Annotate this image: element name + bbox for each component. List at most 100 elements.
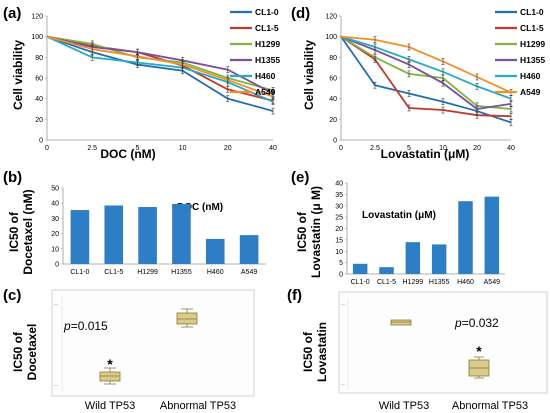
panel-a: (a) Cell viability DOC (nM) 020406080100…	[3, 5, 280, 161]
panel-b: (b) IC50 of Docetaxel (nM) DOC (nM) 0 10 2…	[3, 169, 266, 276]
chart-a: 0 20 40 60 80 100 120 0 2.5 5 10 20 40 CL1-0 CL1-5 H129…	[31, 7, 280, 152]
panel-b-ylabel-line1: IC50 of	[7, 211, 21, 252]
panel-f-p-italic: p	[454, 316, 462, 330]
x-tick-label: H1355	[171, 269, 192, 276]
panel-c-group-wild: Wild TP53	[85, 400, 136, 412]
legend-entry-A549: A549	[520, 87, 541, 97]
x-tick-label: 10	[439, 145, 447, 152]
y-tick-label: 80	[35, 55, 43, 62]
series-line-A549	[340, 35, 512, 94]
bar-CL1-5	[379, 267, 394, 274]
y-tick-label: 20	[51, 231, 59, 238]
x-tick-label: 20	[473, 145, 481, 152]
series-line-A549	[46, 35, 274, 98]
panel-f-group-abnormal: Abnormal TP53	[452, 400, 528, 412]
bar-CL1-5	[104, 205, 124, 264]
panel-e-ylabel-line1: IC50 of	[295, 211, 309, 252]
bar-CL1-0	[352, 263, 368, 274]
series-line-CL1-5	[340, 35, 512, 118]
panel-a-xlabel: DOC (nM)	[100, 147, 155, 161]
y-tick-label: 25	[335, 215, 343, 222]
y-tick-label: 40	[35, 96, 43, 103]
bar-H1355	[431, 244, 447, 274]
y-tick-label: 40	[335, 181, 343, 188]
panel-c-ytick: ··	[54, 302, 58, 308]
panel-f-group-wild: Wild TP53	[379, 400, 430, 412]
panel-c: (c) IC50 of Docetaxel ·· ·· p=0.015 * Wi…	[3, 287, 255, 412]
x-tick-label: 2.5	[370, 145, 380, 152]
chart-d: 0 20 40 60 80 100 120 0 2.5 5 10 20 40 CL1-0 CL1-5 H129…	[325, 7, 545, 152]
x-tick-label: 5	[135, 145, 139, 152]
panel-a-label: (a)	[3, 5, 21, 22]
y-tick-label: 30	[335, 203, 343, 210]
y-tick-label: 120	[31, 14, 43, 21]
y-tick-label: 0	[55, 262, 59, 269]
panel-f-ylabel-line2: Lovastatin	[315, 322, 329, 382]
y-tick-label: 0	[39, 138, 43, 145]
y-tick-label: 50	[51, 186, 59, 193]
legend-entry-H1299: H1299	[520, 39, 545, 49]
y-tick-label: 15	[335, 237, 343, 244]
panel-c-ytick: ··	[54, 383, 58, 389]
panel-b-label: (b)	[3, 169, 22, 186]
bar-H460	[458, 201, 473, 274]
panel-f-ylabel-line1: IC50 of	[301, 331, 315, 372]
series-line-H1355	[46, 35, 274, 95]
panel-f-star: *	[476, 343, 482, 359]
legend-entry-H1355: H1355	[520, 55, 545, 65]
legend-entry-H1299: H1299	[255, 39, 280, 49]
panel-c-p-rest: =0.015	[71, 319, 108, 333]
y-tick-label: 10	[51, 246, 59, 253]
x-tick-label: CL1-0	[351, 279, 370, 286]
y-tick-label: 100	[31, 34, 43, 41]
series-line-H1355	[340, 35, 512, 110]
x-tick-label: H460	[207, 269, 224, 276]
x-tick-label: 0	[45, 145, 49, 152]
y-tick-label: 0	[333, 138, 337, 145]
x-tick-label: A549	[241, 269, 257, 276]
bar-H460	[205, 238, 225, 264]
panel-c-label: (c)	[3, 287, 21, 304]
y-tick-label: 20	[335, 226, 343, 233]
panel-c-ylabel-line1: IC50 of	[11, 331, 25, 372]
bar-H1299	[405, 242, 421, 274]
panel-f-pvalue: p=0.032	[454, 316, 499, 330]
legend-entry-A549: A549	[255, 87, 276, 97]
x-tick-label: CL1-0	[70, 269, 89, 276]
panel-c-box-abnormal	[176, 308, 198, 328]
y-tick-label: 30	[51, 216, 59, 223]
x-tick-label: 10	[179, 145, 187, 152]
y-tick-label: 10	[335, 249, 343, 256]
series-line-H460	[340, 35, 512, 100]
panel-e-label: (e)	[291, 169, 309, 186]
y-tick-label: 40	[51, 201, 59, 208]
panel-c-pvalue: p=0.015	[63, 319, 108, 333]
panel-f: (f) IC50 of Lovastatin ·· ·· p=0.032 * W…	[287, 287, 548, 412]
x-tick-label: H1299	[137, 269, 158, 276]
series-line-H1299	[340, 35, 512, 110]
panel-c-p-italic: p	[63, 319, 71, 333]
x-tick-label: 20	[224, 145, 232, 152]
x-tick-label: 2.5	[87, 145, 97, 152]
y-tick-label: 60	[35, 76, 43, 83]
panel-e-ylabel-line2: Lovastatin (μ M)	[309, 186, 323, 278]
y-tick-label: 60	[329, 76, 337, 83]
panel-e: (e) IC50 of Lovastatin (μ M) Lovastatin …	[291, 169, 505, 286]
panel-f-ytick: ··	[341, 382, 345, 388]
x-tick-label: H460	[457, 279, 474, 286]
legend-entry-H1355: H1355	[255, 55, 280, 65]
bar-H1355	[172, 203, 191, 264]
panel-b-note: DOC (nM)	[177, 202, 223, 213]
panel-f-label: (f)	[287, 287, 302, 304]
x-tick-label: CL1-5	[377, 279, 396, 286]
legend-entry-CL1-0: CL1-0	[520, 7, 544, 17]
panel-c-ylabel-line2: Docetaxel	[25, 324, 39, 381]
panel-d-xlabel: Lovastatin (μM)	[381, 147, 470, 161]
panel-d-ylabel: Cell viability	[302, 40, 316, 110]
x-tick-label: CL1-5	[104, 269, 123, 276]
panel-f-box-abnormal	[468, 356, 490, 379]
y-tick-label: 20	[35, 117, 43, 124]
series-line-H460	[46, 35, 274, 103]
x-tick-label: 40	[269, 145, 277, 152]
